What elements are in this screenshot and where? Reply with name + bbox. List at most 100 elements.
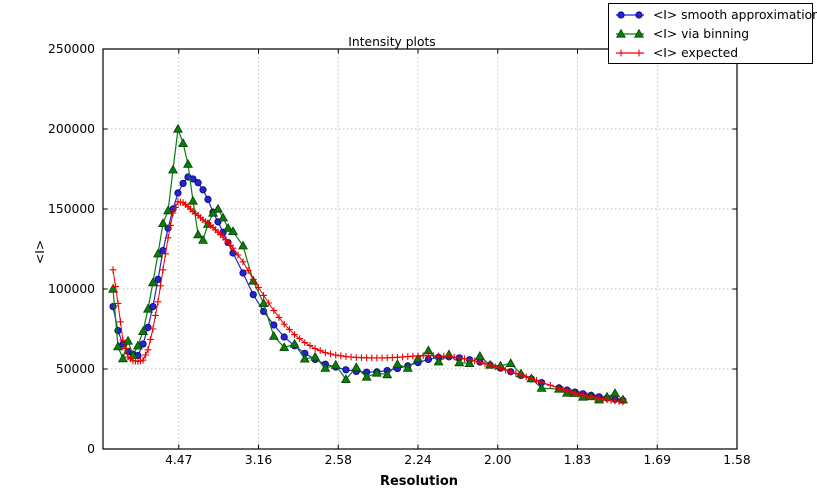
marker-plus [512, 370, 520, 377]
marker-plus [481, 360, 489, 368]
marker-plus [583, 392, 591, 400]
y-axis-label: <I> [33, 240, 47, 264]
legend-item-expected: <I> expected [609, 43, 812, 62]
marker-triangle [138, 326, 149, 335]
marker-plus [109, 266, 117, 274]
marker-plus [575, 390, 583, 398]
marker-triangle [163, 205, 174, 215]
marker-circle [174, 189, 182, 197]
plot-border [102, 48, 738, 450]
marker-plus [546, 381, 554, 389]
y-tick-label: 50000 [56, 362, 95, 376]
marker-triangle [382, 369, 393, 379]
marker-plus [476, 358, 484, 366]
marker-plus [595, 394, 603, 402]
marker-triangle [289, 338, 300, 348]
marker-plus [306, 342, 314, 349]
marker-triangle [223, 222, 234, 232]
marker-triangle [299, 353, 310, 363]
marker-plus [122, 345, 129, 352]
marker-triangle [213, 203, 223, 213]
marker-triangle [172, 123, 183, 133]
marker-plus [533, 377, 540, 384]
marker-triangle [228, 226, 238, 235]
marker-triangle [238, 240, 249, 250]
marker-plus [144, 346, 152, 354]
x-tick-label: 1.83 [564, 453, 591, 467]
marker-circle [194, 179, 202, 187]
y-tick-label: 250000 [48, 42, 95, 56]
marker-plus [538, 378, 546, 386]
marker-plus [327, 350, 334, 358]
marker-triangle [351, 362, 362, 371]
x-tick-label: 2.24 [404, 453, 432, 467]
marker-plus [450, 353, 458, 361]
marker-plus [244, 267, 252, 274]
marker-plus [255, 284, 262, 291]
marker-triangle [168, 164, 179, 174]
marker-triangle [178, 138, 189, 147]
marker-plus [260, 292, 268, 299]
marker-plus [337, 352, 345, 360]
marker-triangle [320, 362, 331, 372]
legend-sample-via-binning [616, 28, 644, 38]
grid-layer [103, 48, 738, 450]
legend-label: <I> via binning [653, 26, 750, 41]
marker-plus [117, 318, 124, 326]
marker-triangle [634, 28, 644, 38]
marker-plus [149, 325, 157, 333]
y-tick-label: 100000 [48, 282, 95, 296]
x-tick-label: 2.00 [484, 453, 511, 467]
marker-circle [249, 290, 257, 299]
marker-plus [154, 298, 162, 306]
marker-plus [502, 366, 509, 374]
marker-plus [164, 234, 172, 242]
marker-plus [567, 388, 575, 396]
legend: <I> smooth approximation <I> via binning… [608, 3, 817, 64]
marker-triangle [330, 359, 341, 369]
marker-triangle [536, 382, 547, 392]
marker-triangle [193, 229, 204, 239]
marker-plus [587, 393, 595, 401]
marker-plus [152, 312, 159, 319]
tick-label-layer: 4.47 3.16 2.58 2.24 2.00 1.83 1.69 1.58 0 50000 10… [48, 42, 751, 467]
x-tick-label: 2.58 [325, 453, 352, 467]
legend-label: <I> smooth approximation [653, 7, 817, 22]
marker-plus [603, 396, 611, 404]
marker-plus [249, 276, 257, 283]
marker-plus [147, 336, 154, 343]
legend-item-via-binning: <I> via binning [609, 24, 812, 43]
marker-plus [159, 266, 167, 274]
x-tick-label: 3.16 [245, 453, 273, 467]
marker-plus [162, 250, 169, 258]
marker-plus [571, 389, 579, 397]
marker-circle [617, 10, 625, 19]
marker-plus [599, 395, 607, 403]
marker-plus [486, 361, 494, 369]
marker-plus [234, 251, 242, 259]
series-line [112, 128, 624, 401]
marker-triangle [113, 341, 123, 351]
marker-circle [239, 269, 247, 277]
marker-plus [311, 345, 319, 352]
marker-plus [332, 351, 340, 359]
marker-triangle [183, 158, 193, 168]
x-tick-label: 4.47 [165, 453, 192, 467]
x-tick-label: 1.69 [644, 453, 671, 467]
marker-plus [239, 258, 247, 266]
marker-plus [270, 307, 278, 314]
marker-triangle [147, 277, 158, 287]
marker-triangle [402, 362, 413, 372]
marker-plus [114, 300, 122, 307]
marker-triangle [371, 367, 382, 377]
series-2 [109, 198, 627, 406]
marker-plus [157, 282, 164, 290]
marker-plus [316, 347, 324, 354]
marker-plus [517, 371, 525, 379]
marker-triangle [198, 234, 208, 244]
marker-triangle [117, 353, 128, 363]
marker-plus [619, 398, 627, 406]
marker-triangle [142, 303, 153, 313]
